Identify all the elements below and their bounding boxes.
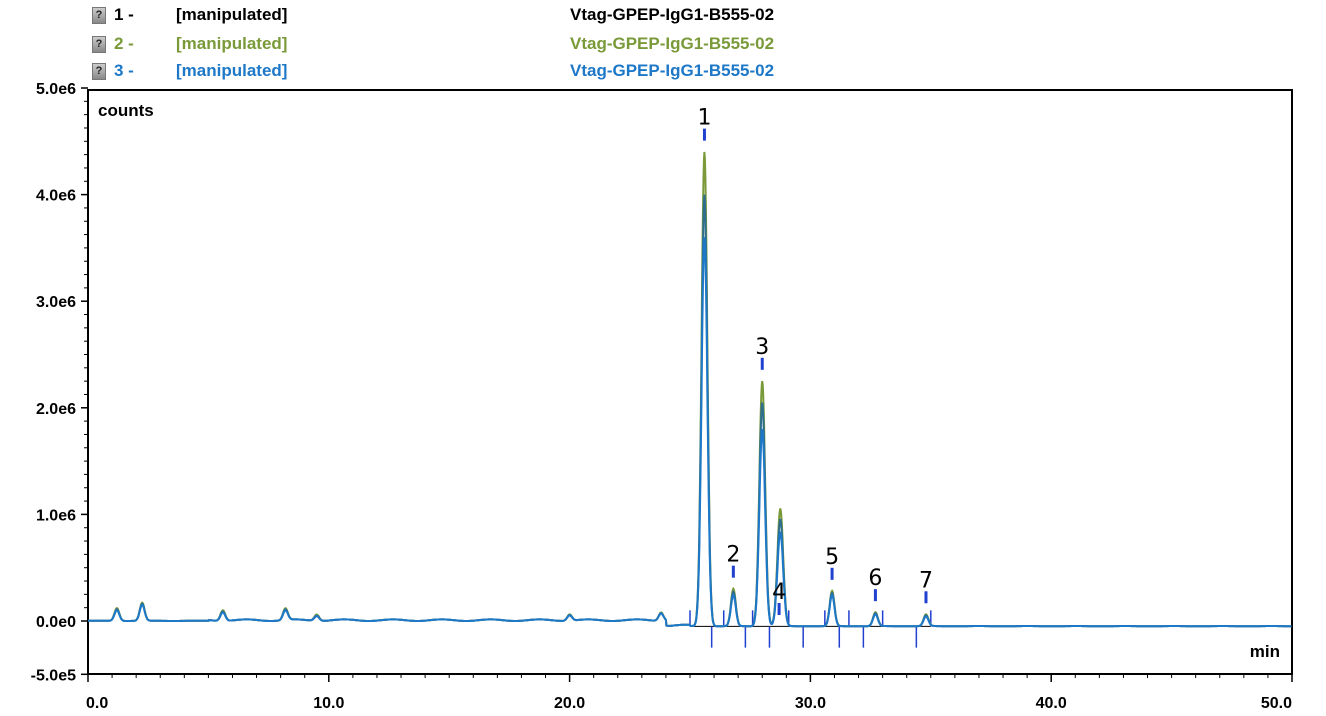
x-tick-label: 0.0 (86, 695, 108, 712)
peak-label: 7 (919, 568, 933, 593)
peak-label: 1 (697, 106, 711, 131)
series-line (88, 151, 1292, 628)
legend-label: [manipulated] (176, 61, 288, 80)
help-icon: ? (92, 6, 106, 24)
legend-item-3: ? 3 - [manipulated] Vtag-GPEP-IgG1-B555-… (92, 60, 774, 82)
y-tick-label: 1.0e6 (36, 507, 76, 524)
y-tick-label: 3.0e6 (36, 294, 76, 311)
legend-sample: Vtag-GPEP-IgG1-B555-02 (570, 34, 775, 53)
series-line (88, 194, 1292, 628)
help-icon: ? (92, 35, 106, 53)
legend: ? 1 - [manipulated] Vtag-GPEP-IgG1-B555-… (0, 0, 1326, 88)
x-tick-label: 10.0 (313, 695, 344, 712)
y-tick-label: 4.0e6 (36, 188, 76, 205)
y-tick-label: 0.0e0 (36, 614, 76, 631)
legend-id: 3 - (114, 61, 134, 80)
legend-item-2: ? 2 - [manipulated] Vtag-GPEP-IgG1-B555-… (92, 33, 774, 55)
y-axis-label: counts (98, 101, 154, 120)
x-tick-label: 30.0 (795, 695, 826, 712)
peak-label: 4 (772, 580, 786, 605)
peak-label: 3 (755, 335, 769, 360)
legend-sample: Vtag-GPEP-IgG1-B555-02 (570, 5, 775, 24)
x-axis-label: min (1250, 642, 1280, 661)
legend-label: [manipulated] (176, 5, 288, 24)
series-line (88, 237, 1292, 628)
legend-sample: Vtag-GPEP-IgG1-B555-02 (570, 61, 775, 80)
legend-label: [manipulated] (176, 34, 288, 53)
y-tick-label: 2.0e6 (36, 401, 76, 418)
y-tick-label: -5.0e5 (31, 667, 76, 684)
legend-item-1: ? 1 - [manipulated] Vtag-GPEP-IgG1-B555-… (92, 4, 774, 26)
peak-label: 2 (726, 543, 740, 568)
peak-label: 5 (825, 545, 839, 570)
peak-label: 6 (868, 566, 882, 591)
legend-id: 1 - (114, 5, 134, 24)
legend-id: 2 - (114, 34, 134, 53)
x-tick-label: 40.0 (1036, 695, 1067, 712)
x-tick-label: 20.0 (554, 695, 585, 712)
y-tick-label: 5.0e6 (36, 81, 76, 98)
plot-frame (87, 89, 1293, 675)
x-tick-label: 50.0 (1261, 695, 1292, 712)
help-icon: ? (92, 62, 106, 80)
